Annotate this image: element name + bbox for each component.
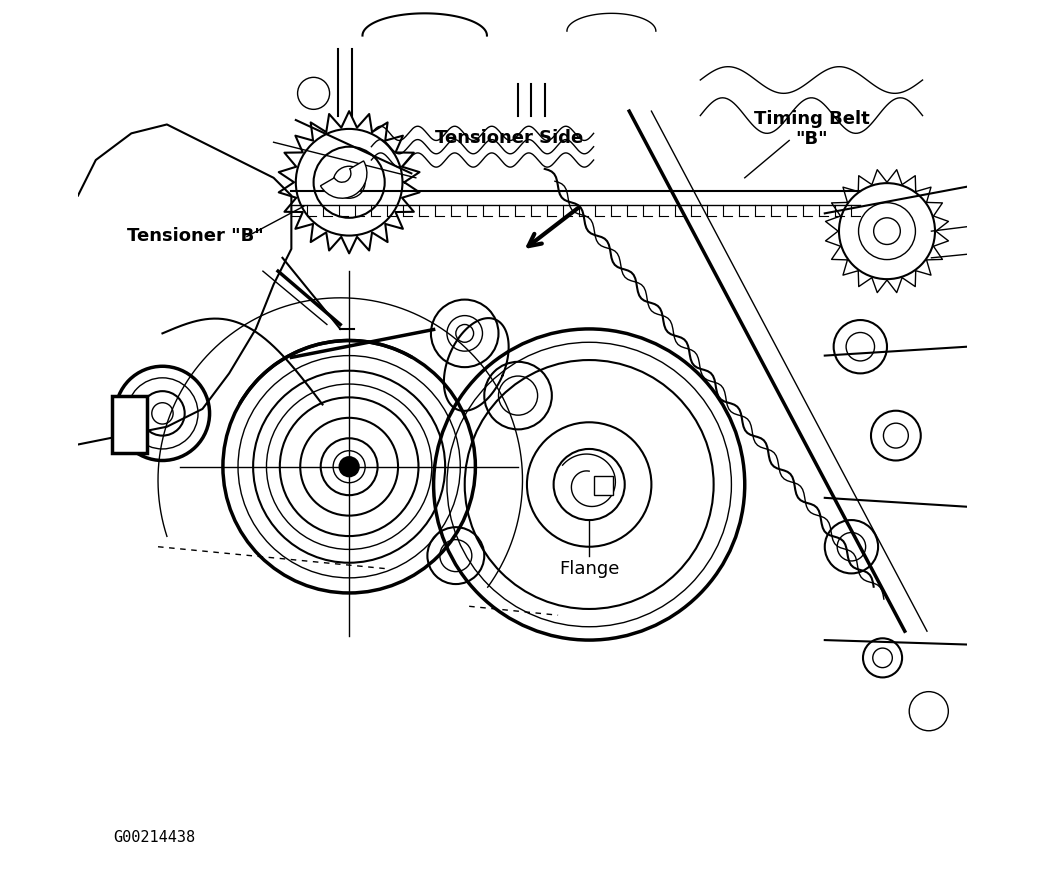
Bar bbox=[112, 396, 147, 453]
Wedge shape bbox=[321, 161, 367, 198]
Bar bbox=[594, 476, 613, 495]
Text: G00214438: G00214438 bbox=[114, 830, 195, 845]
Text: Flange: Flange bbox=[559, 560, 620, 578]
Circle shape bbox=[341, 458, 358, 476]
Text: Timing Belt
"B": Timing Belt "B" bbox=[753, 109, 869, 148]
Text: Tensioner "B": Tensioner "B" bbox=[126, 227, 263, 244]
Text: Tensioner Side: Tensioner Side bbox=[435, 129, 583, 147]
